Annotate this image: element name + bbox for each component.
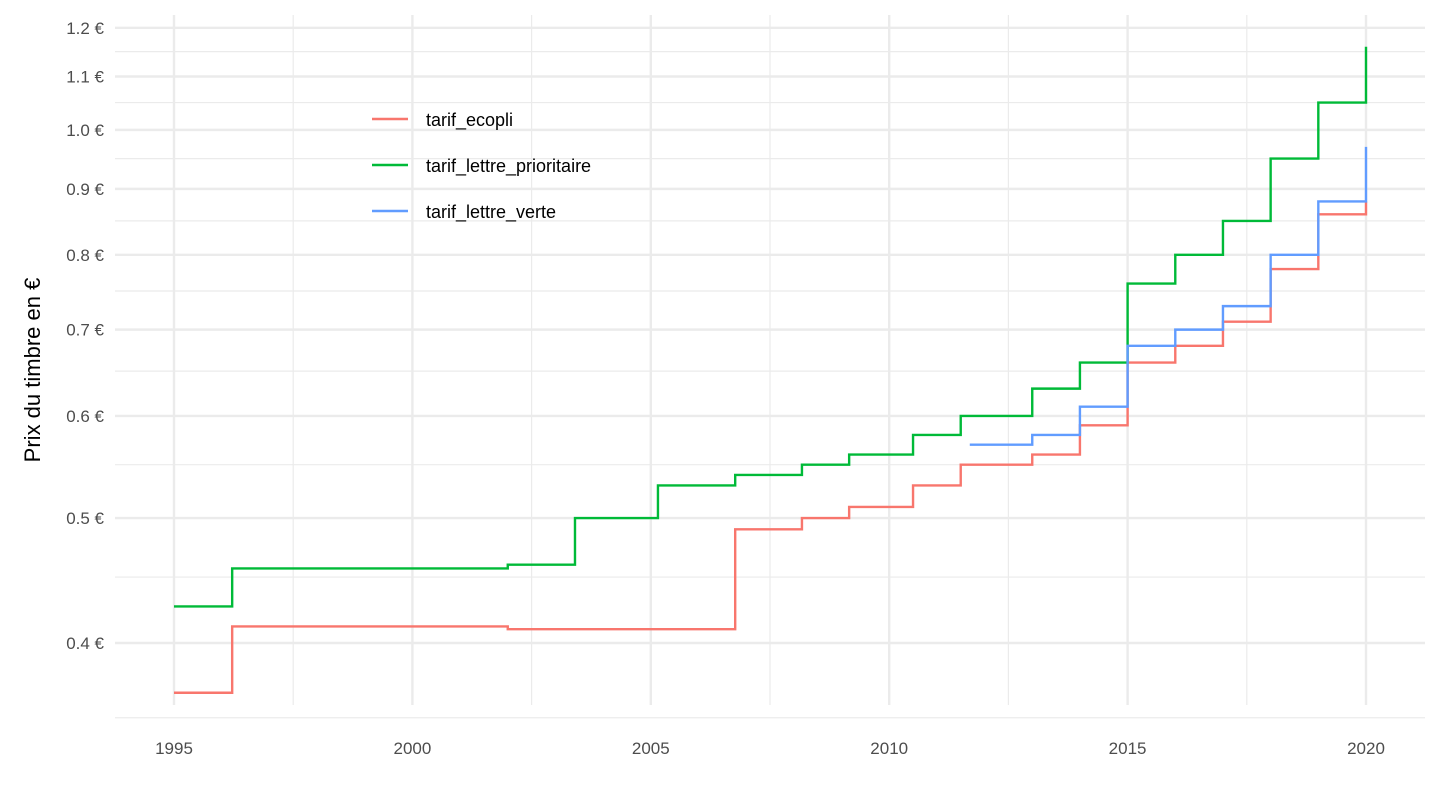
- legend-label: tarif_ecopli: [426, 110, 513, 131]
- x-tick-label: 1995: [155, 739, 193, 758]
- y-tick-label: 0.9 €: [66, 180, 104, 199]
- y-tick-label: 1.2 €: [66, 19, 104, 38]
- grid: [115, 15, 1425, 719]
- y-tick-label: 1.0 €: [66, 121, 104, 140]
- x-tick-label: 2000: [393, 739, 431, 758]
- y-tick-label: 1.1 €: [66, 68, 104, 87]
- series-line-tarif_ecopli: [174, 201, 1368, 694]
- y-axis-label: Prix du timbre en €: [20, 278, 45, 463]
- x-axis-ticks: 1995 2000 2005 2010 2015 2020: [155, 739, 1385, 758]
- x-tick-label: 2020: [1347, 739, 1385, 758]
- series-lines: [174, 46, 1368, 694]
- y-axis-ticks: 0.4 € 0.5 € 0.6 € 0.7 € 0.8 € 0.9 € 1.0 € 1.1 €…: [66, 19, 104, 653]
- y-tick-label: 0.4 €: [66, 634, 104, 653]
- legend: tarif_ecopli tarif_lettre_prioritairetari…: [372, 110, 591, 223]
- y-tick-label: 0.8 €: [66, 246, 104, 265]
- series-line-tarif_lettre_verte: [969, 146, 1368, 446]
- x-tick-label: 2005: [632, 739, 670, 758]
- legend-label: tarif_lettre_prioritaire: [426, 156, 591, 177]
- x-tick-label: 2010: [870, 739, 908, 758]
- y-tick-label: 0.7 €: [66, 321, 104, 340]
- y-tick-label: 0.6 €: [66, 407, 104, 426]
- y-tick-label: 0.5 €: [66, 509, 104, 528]
- series-line-tarif_lettre_prioritaire: [174, 46, 1368, 608]
- legend-label: tarif_lettre_verte: [426, 202, 556, 223]
- x-tick-label: 2015: [1109, 739, 1147, 758]
